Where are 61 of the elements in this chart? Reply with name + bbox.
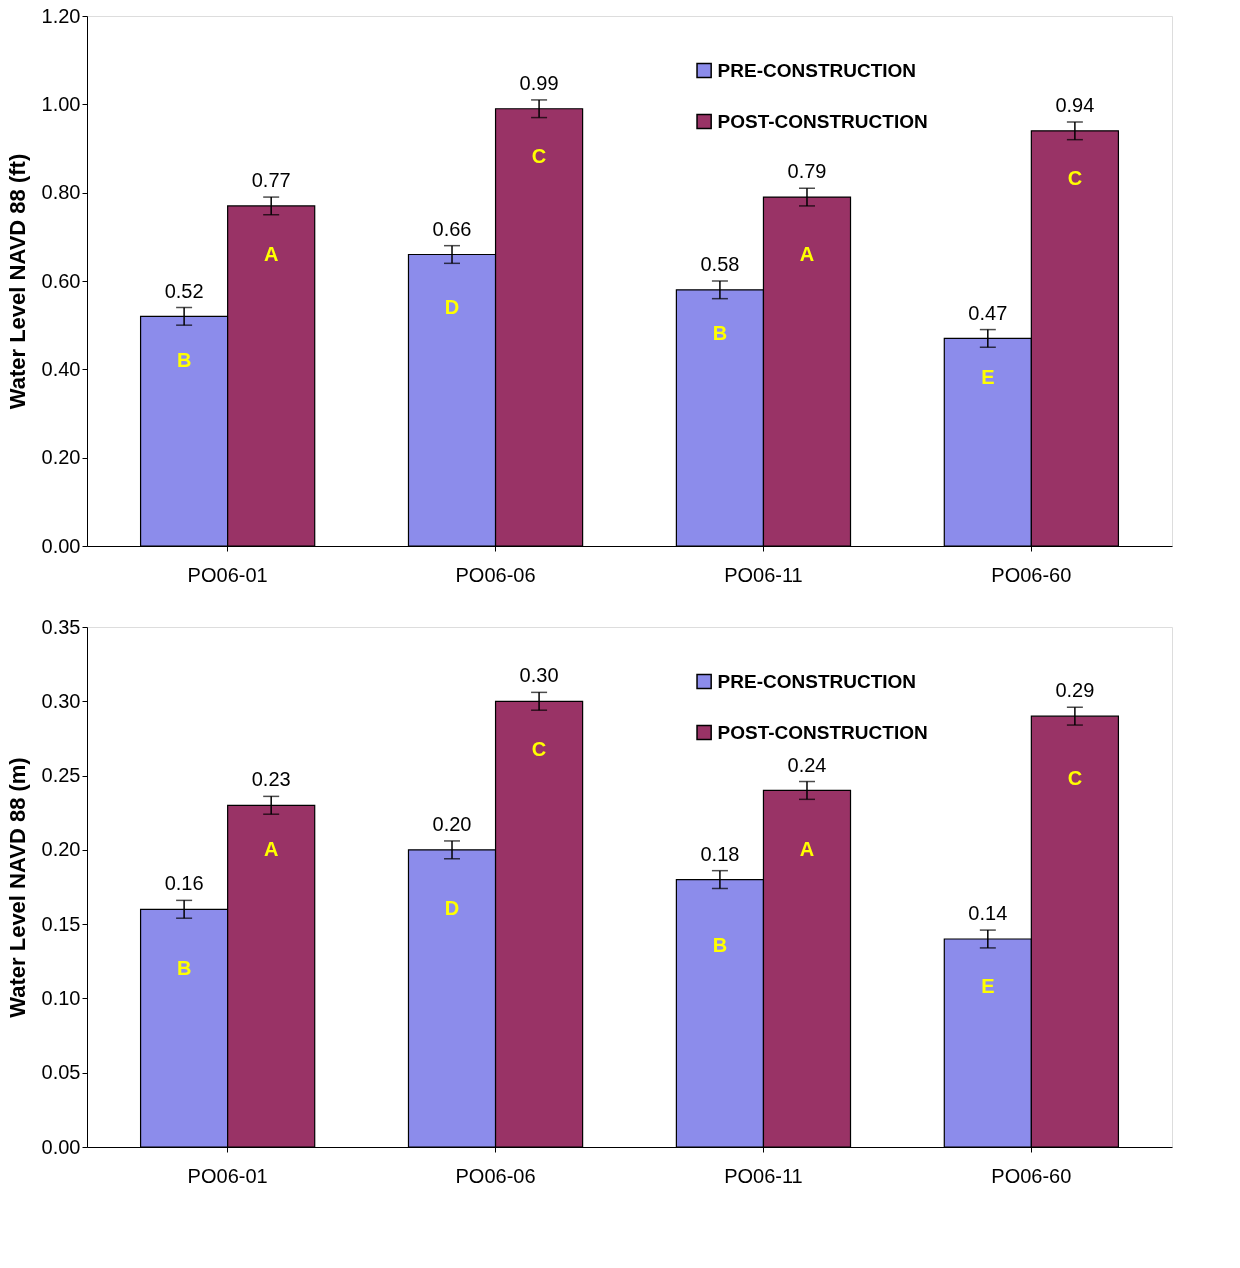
data-label: 0.14 xyxy=(968,902,1008,925)
data-label: 0.99 xyxy=(519,71,559,94)
y-axis-title: Water Level NAVD 88 (m) xyxy=(4,757,30,1018)
annotation: C xyxy=(1067,167,1083,190)
annotation: C xyxy=(531,145,547,168)
data-label: 0.30 xyxy=(519,664,559,687)
data-label: 0.58 xyxy=(700,253,740,275)
annotation: A xyxy=(263,837,279,860)
annotation: D xyxy=(444,295,460,318)
data-label: 0.94 xyxy=(1055,94,1095,116)
annotation: A xyxy=(799,242,815,265)
y-tick-label: 1.00 xyxy=(41,92,81,115)
data-label: 0.20 xyxy=(432,812,472,835)
x-tick-label: PO06-11 xyxy=(724,1164,803,1187)
x-tick-label: PO06-60 xyxy=(991,563,1072,586)
data-label: 0.79 xyxy=(787,160,827,183)
data-label: 0.29 xyxy=(1055,679,1095,702)
annotation: B xyxy=(176,956,192,979)
annotation: B xyxy=(712,934,728,957)
y-tick-label: 0.35 xyxy=(41,615,81,638)
annotation: B xyxy=(176,348,192,371)
legend-label: PRE-CONSTRUCTION xyxy=(717,670,917,692)
data-label: 0.16 xyxy=(164,872,204,895)
x-tick-label: PO06-60 xyxy=(991,1164,1072,1187)
x-tick-label: PO06-11 xyxy=(724,563,803,586)
y-tick-label: 1.20 xyxy=(41,4,81,27)
legend-label: POST-CONSTRUCTION xyxy=(717,721,928,743)
annotation: B xyxy=(712,322,728,344)
x-tick-label: PO06-06 xyxy=(455,1164,536,1187)
y-tick-label: 0.30 xyxy=(41,689,81,712)
data-label: 0.24 xyxy=(787,753,827,776)
x-tick-label: PO06-01 xyxy=(187,563,268,586)
y-tick-label: 0.15 xyxy=(41,912,81,935)
y-tick-label: 0.00 xyxy=(41,1135,81,1158)
data-label: 0.66 xyxy=(432,217,472,240)
y-tick-label: 0.10 xyxy=(41,986,81,1009)
y-tick-label: 0.00 xyxy=(41,534,81,557)
y-tick-label: 0.40 xyxy=(41,357,81,380)
data-label: 0.52 xyxy=(164,279,204,302)
y-tick-label: 0.60 xyxy=(41,269,81,292)
data-label: 0.18 xyxy=(700,842,740,865)
data-label: 0.77 xyxy=(251,169,291,192)
annotation: D xyxy=(444,897,460,920)
annotation: E xyxy=(981,974,995,997)
y-axis-title: Water Level NAVD 88 (ft) xyxy=(4,153,30,410)
legend-label: POST-CONSTRUCTION xyxy=(717,110,928,132)
x-tick-label: PO06-06 xyxy=(455,563,536,586)
data-label: 0.47 xyxy=(968,301,1008,324)
y-tick-label: 0.25 xyxy=(41,764,81,787)
data-label: 0.23 xyxy=(251,768,291,791)
y-tick-label: 0.05 xyxy=(41,1061,81,1084)
x-tick-label: PO06-01 xyxy=(187,1164,268,1187)
annotation: C xyxy=(1067,766,1083,789)
annotation: C xyxy=(531,738,547,761)
annotation: E xyxy=(981,366,995,389)
y-tick-label: 0.20 xyxy=(41,446,81,469)
y-tick-label: 0.80 xyxy=(41,181,81,204)
legend-label: PRE-CONSTRUCTION xyxy=(717,59,917,81)
annotation: A xyxy=(263,242,279,265)
annotation: A xyxy=(799,837,815,860)
y-tick-label: 0.20 xyxy=(41,838,81,861)
